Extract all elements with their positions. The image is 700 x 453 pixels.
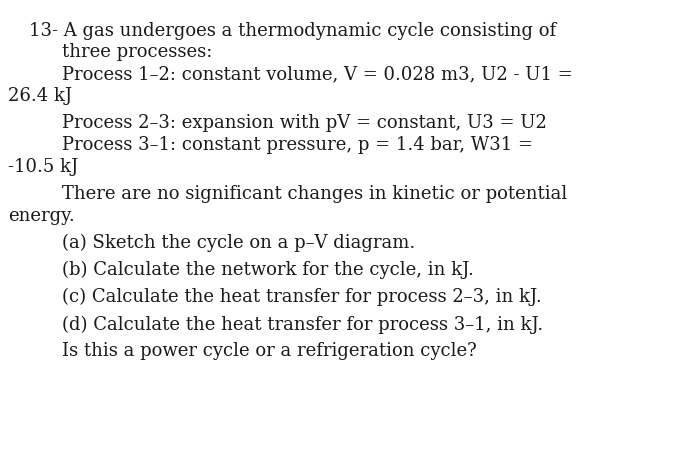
- Text: (c) Calculate the heat transfer for process 2–3, in kJ.: (c) Calculate the heat transfer for proc…: [62, 288, 541, 306]
- Text: (b) Calculate the network for the cycle, in kJ.: (b) Calculate the network for the cycle,…: [62, 261, 473, 279]
- Text: Is this a power cycle or a refrigeration cycle?: Is this a power cycle or a refrigeration…: [62, 342, 476, 361]
- Text: (d) Calculate the heat transfer for process 3–1, in kJ.: (d) Calculate the heat transfer for proc…: [62, 315, 543, 333]
- Text: Process 3–1: constant pressure, p = 1.4 bar, W31 =: Process 3–1: constant pressure, p = 1.4 …: [62, 136, 533, 154]
- Text: Process 2–3: expansion with pV = constant, U3 = U2: Process 2–3: expansion with pV = constan…: [62, 114, 547, 132]
- Text: energy.: energy.: [8, 207, 75, 225]
- Text: Process 1–2: constant volume, V = 0.028 m3, U2 - U1 =: Process 1–2: constant volume, V = 0.028 …: [62, 65, 573, 83]
- Text: There are no significant changes in kinetic or potential: There are no significant changes in kine…: [62, 185, 567, 203]
- Text: -10.5 kJ: -10.5 kJ: [8, 158, 78, 176]
- Text: (a) Sketch the cycle on a p–V diagram.: (a) Sketch the cycle on a p–V diagram.: [62, 234, 415, 252]
- Text: 26.4 kJ: 26.4 kJ: [8, 87, 73, 105]
- Text: three processes:: three processes:: [62, 43, 212, 62]
- Text: 13- A gas undergoes a thermodynamic cycle consisting of: 13- A gas undergoes a thermodynamic cycl…: [29, 22, 556, 40]
